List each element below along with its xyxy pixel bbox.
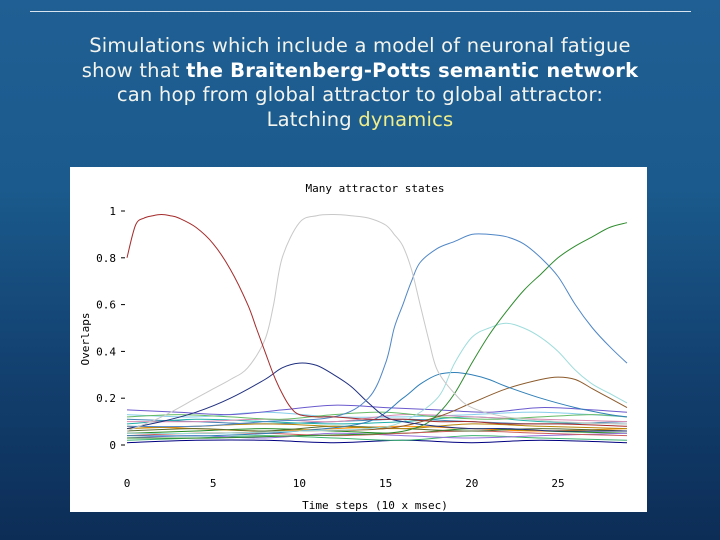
series-line-1 <box>126 213 628 427</box>
headline-line-3: can hop from global attractor to global … <box>116 83 604 106</box>
headline-line-2: show that the Braitenberg-Potts semantic… <box>20 59 700 84</box>
plot-panel: Many attractor states Time steps (10 x m… <box>70 167 647 512</box>
axis-layer: 00.20.40.60.810 5 10 15 20 25 <box>96 205 565 490</box>
headline-line-4: Latching dynamics <box>20 108 700 133</box>
series-line-19 <box>126 439 628 444</box>
headline-line-2-prefix: show that <box>81 58 187 82</box>
x-tick-label: 5 <box>210 477 217 490</box>
series-line-4 <box>126 222 628 439</box>
headline-line-4-plain: Latching <box>266 107 359 131</box>
series-line-6 <box>126 322 628 434</box>
y-tick-label: 0 <box>109 439 116 452</box>
series-line-14 <box>126 425 628 432</box>
x-tick-label: 0 <box>124 477 131 490</box>
x-tick-label: 20 <box>465 477 478 490</box>
headline-network-name: the Braitenberg-Potts semantic network <box>186 58 639 82</box>
series-line-3 <box>126 233 628 428</box>
x-tick-label: 25 <box>551 477 564 490</box>
chart-xlabel: Time steps (10 x msec) <box>302 499 448 512</box>
series-line-9 <box>126 404 628 416</box>
series-layer <box>126 213 628 444</box>
chart-ylabel: Overlaps <box>79 313 92 366</box>
y-tick-label: 0.2 <box>96 392 116 405</box>
overlap-chart: Many attractor states Time steps (10 x m… <box>79 182 628 512</box>
y-tick-label: 0.4 <box>96 345 116 358</box>
x-tick-label: 10 <box>293 477 306 490</box>
chart-title: Many attractor states <box>305 182 444 195</box>
series-line-11 <box>126 413 628 423</box>
headline-line-1: Simulations which include a model of neu… <box>89 34 631 57</box>
headline-highlight-word: dynamics <box>358 107 454 131</box>
series-line-2 <box>126 213 628 432</box>
slide-headline: Simulations which include a model of neu… <box>20 34 700 132</box>
top-rule <box>30 11 691 12</box>
y-tick-label: 1 <box>109 205 116 218</box>
series-line-5 <box>126 362 628 432</box>
y-tick-label: 0.6 <box>96 299 116 312</box>
x-tick-label: 15 <box>379 477 392 490</box>
series-line-12 <box>126 416 628 425</box>
y-tick-label: 0.8 <box>96 252 116 265</box>
